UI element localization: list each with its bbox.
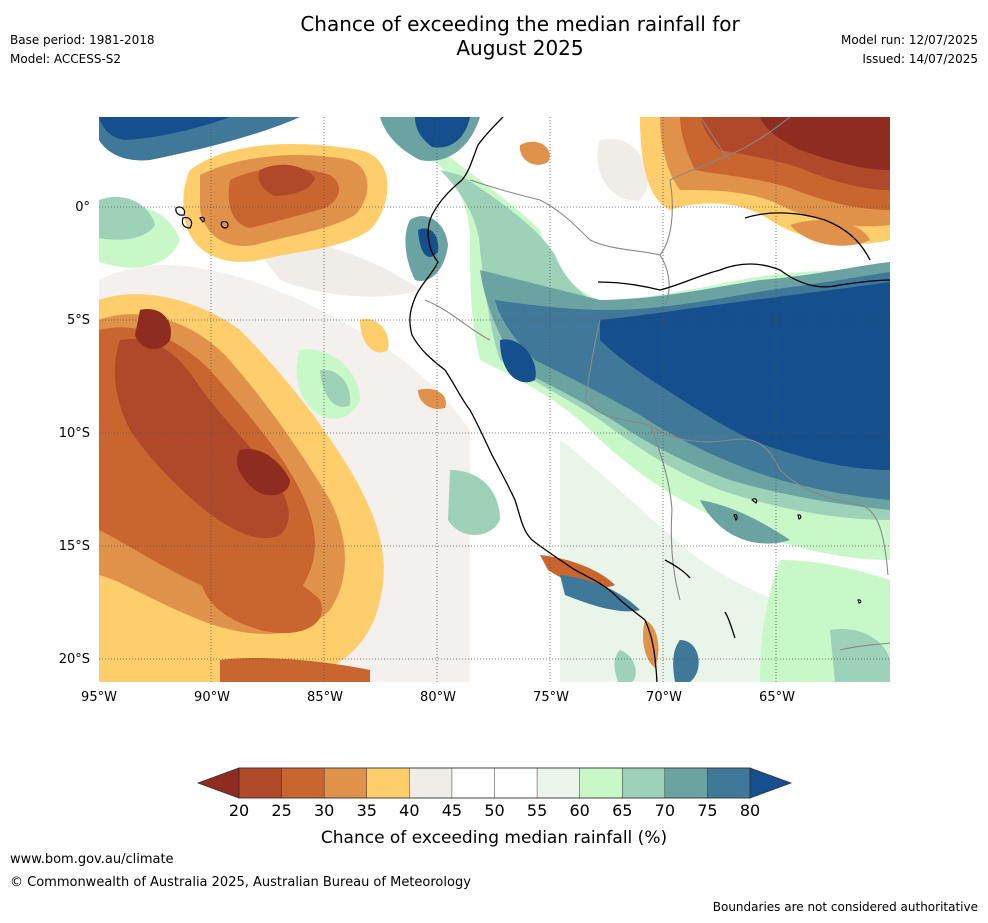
lon-label-95w: 95°W	[81, 690, 117, 705]
lat-label-15s: 15°S	[59, 539, 90, 554]
colorbar-tick-label: 25	[271, 801, 291, 820]
colorbar-segments	[238, 767, 751, 799]
colorbar-ticks: 20 25 30 35 40 45 50 55 60 65 70 75 80	[229, 801, 760, 820]
lat-label-20s: 20°S	[59, 652, 90, 667]
website-text: www.bom.gov.au/climate	[10, 852, 174, 867]
colorbar-segment	[579, 767, 623, 799]
lon-label-70w: 70°W	[646, 690, 682, 705]
lakes	[733, 498, 862, 604]
colorbar-tick-label: 80	[740, 801, 760, 820]
colorbar-segment	[281, 767, 325, 799]
copyright-text: © Commonwealth of Australia 2025, Austra…	[10, 875, 471, 890]
colorbar-high-extend	[749, 767, 793, 799]
colorbar-tick-label: 40	[399, 801, 419, 820]
colorbar-segment	[664, 767, 709, 799]
map-plot-area	[99, 117, 890, 682]
colorbar-frame	[238, 767, 751, 799]
dry-anomaly-west	[99, 294, 384, 682]
colorbar-low-extend	[196, 767, 240, 799]
colorbar-tick-label: 30	[314, 801, 334, 820]
lat-label-5s: 5°S	[67, 313, 90, 328]
lon-label-75w: 75°W	[533, 690, 569, 705]
lat-label-0: 0°	[75, 200, 90, 215]
colorbar-segment	[707, 767, 751, 799]
colorbar-title: Chance of exceeding median rainfall (%)	[321, 828, 667, 848]
colorbar-segment	[323, 767, 368, 799]
lon-label-85w: 85°W	[307, 690, 343, 705]
lon-label-80w: 80°W	[420, 690, 456, 705]
colorbar-tick-label: 20	[229, 801, 249, 820]
model-text: Model: ACCESS-S2	[10, 52, 122, 66]
dry-anomaly-galapagos	[183, 144, 388, 262]
longitude-labels: 95°W 90°W 85°W 80°W 75°W 70°W 65°W	[81, 690, 795, 705]
colorbar-segment	[238, 767, 283, 799]
colorbar-tick-label: 35	[357, 801, 377, 820]
colorbar-segment	[409, 767, 453, 799]
colorbar-tick-label: 45	[442, 801, 462, 820]
disclaimer-text: Boundaries are not considered authoritat…	[712, 900, 978, 914]
base-period-text: Base period: 1981-2018	[10, 33, 155, 47]
colorbar-segment	[494, 767, 538, 799]
gridlines	[99, 117, 890, 682]
colorbar-tick-label: 70	[655, 801, 675, 820]
lat-label-10s: 10°S	[59, 426, 90, 441]
colorbar: 20 25 30 35 40 45 50 55 60 65 70 75 80 Chance of exc…	[196, 767, 793, 848]
colorbar-tick-label: 55	[527, 801, 547, 820]
issued-text: Issued: 14/07/2025	[862, 52, 978, 66]
colorbar-segment	[451, 767, 496, 799]
country-borders	[424, 117, 890, 651]
colorbar-segment	[366, 767, 411, 799]
title-line-1: Chance of exceeding the median rainfall …	[300, 12, 740, 36]
galapagos-islands	[175, 206, 229, 229]
map-title: Chance of exceeding the median rainfall …	[250, 12, 790, 60]
title-line-2: August 2025	[456, 36, 584, 60]
wet-anomaly	[99, 117, 890, 682]
latitude-labels: 0° 5°S 10°S 15°S 20°S	[59, 200, 90, 667]
coastline	[409, 117, 890, 682]
colorbar-segment	[622, 767, 666, 799]
model-run-text: Model run: 12/07/2025	[840, 33, 978, 47]
colorbar-tick-label: 65	[612, 801, 632, 820]
colorbar-tick-label: 50	[484, 801, 504, 820]
lon-label-65w: 65°W	[759, 690, 795, 705]
colorbar-segment	[536, 767, 581, 799]
colorbar-tick-label: 75	[697, 801, 717, 820]
colorbar-tick-label: 60	[569, 801, 589, 820]
lon-label-90w: 90°W	[194, 690, 230, 705]
